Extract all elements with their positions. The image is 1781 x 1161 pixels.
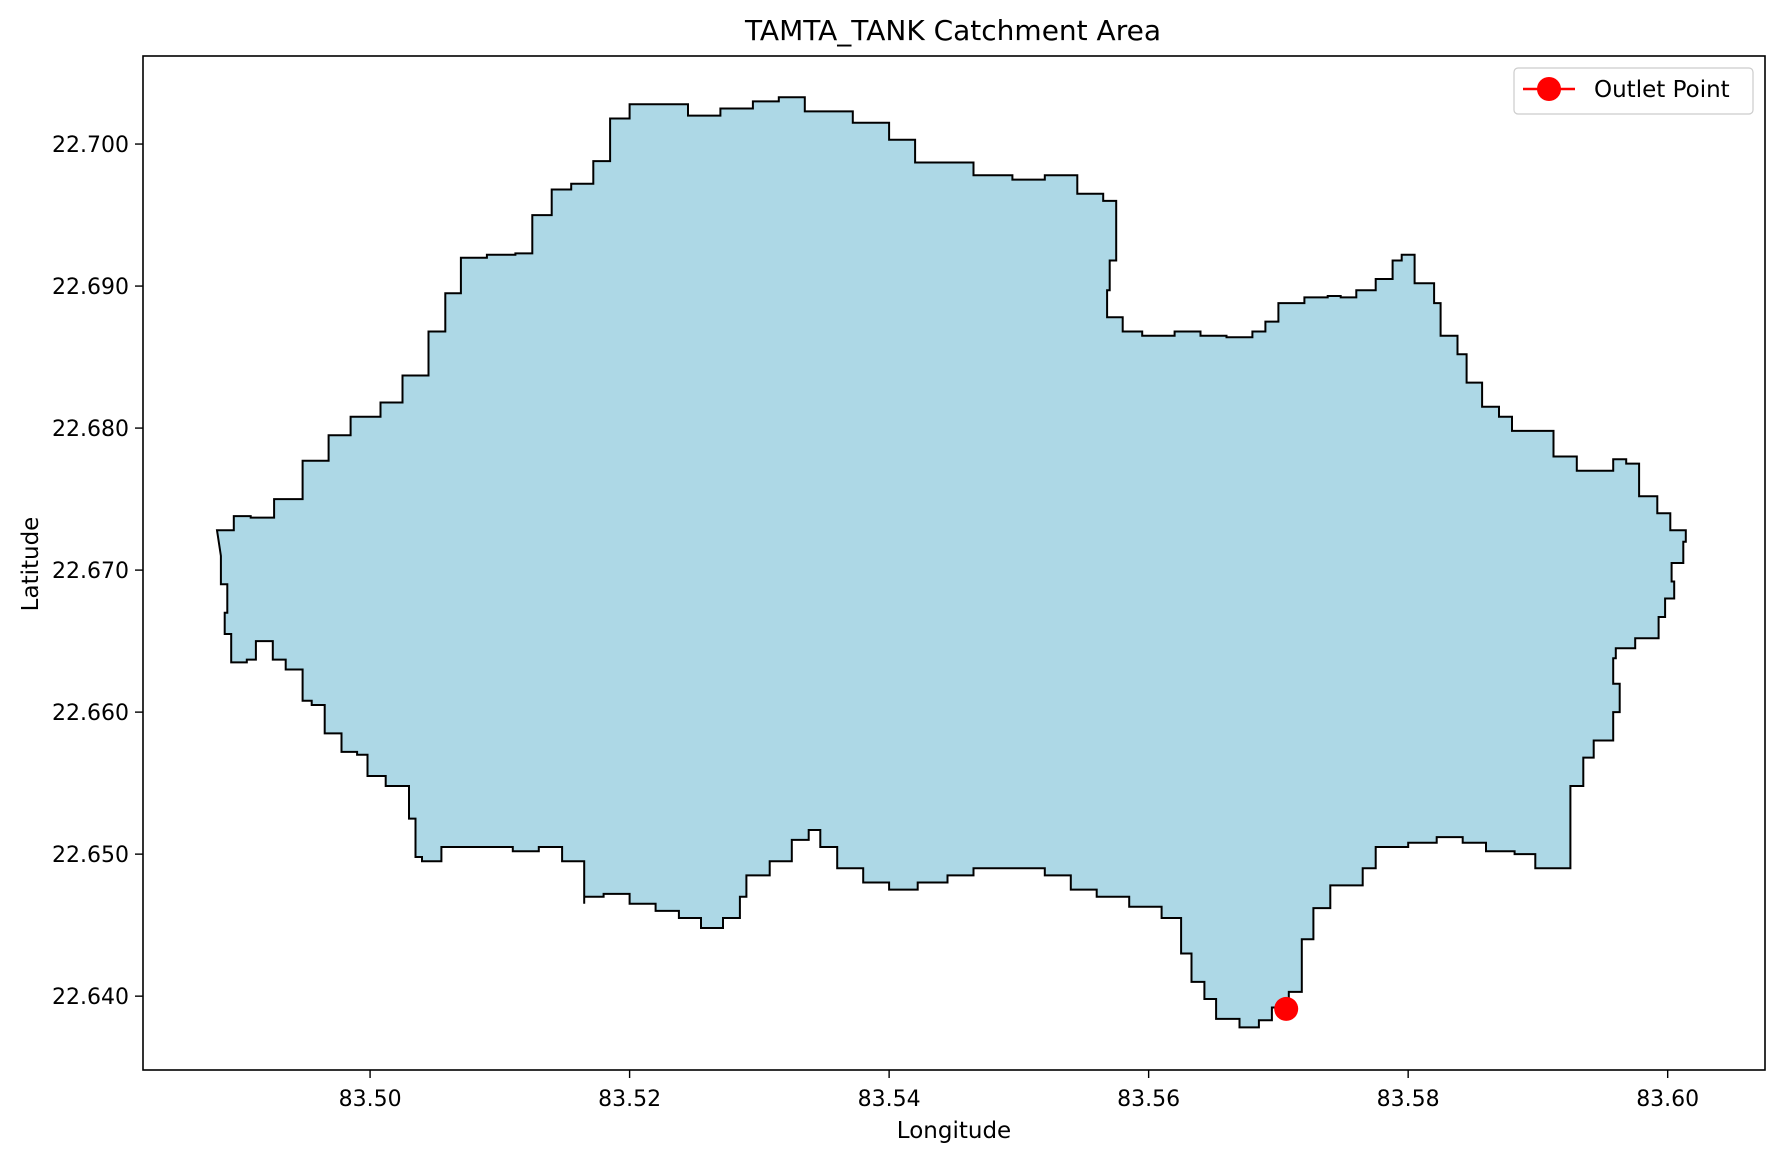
y-tick-label: 22.640 [52,985,129,1010]
outlet-point-marker [1274,996,1299,1021]
y-axis-label: Latitude [18,517,44,612]
y-tick-label: 22.690 [52,275,129,300]
chart-title: TAMTA_TANK Catchment Area [744,14,1161,47]
legend-marker-swatch [1537,77,1561,101]
plot-frame [142,55,1766,1071]
legend-label-outlet-point: Outlet Point [1594,77,1730,103]
legend-box [1513,67,1754,115]
catchment-polygon [215,96,1687,1029]
legend: Outlet Point [1513,67,1754,115]
x-tick-label: 83.58 [1377,1087,1440,1112]
x-tick-label: 83.54 [858,1087,921,1112]
y-tick-label: 22.670 [52,559,129,584]
y-tick-label: 22.650 [52,843,129,868]
y-axis: 22.640 22.650 22.660 22.670 22.680 22.690 22.7… [52,133,143,1010]
plot-content [215,96,1687,1029]
y-tick-label: 22.700 [52,133,129,158]
x-axis: 83.50 83.52 83.54 83.56 83.58 83.60 [339,1070,1699,1112]
y-tick-label: 22.680 [52,417,129,442]
x-tick-label: 83.60 [1636,1087,1699,1112]
x-tick-label: 83.50 [339,1087,402,1112]
y-tick-label: 22.660 [52,701,129,726]
x-tick-label: 83.56 [1117,1087,1180,1112]
x-axis-label: Longitude [897,1118,1011,1144]
x-tick-label: 83.52 [598,1087,661,1112]
